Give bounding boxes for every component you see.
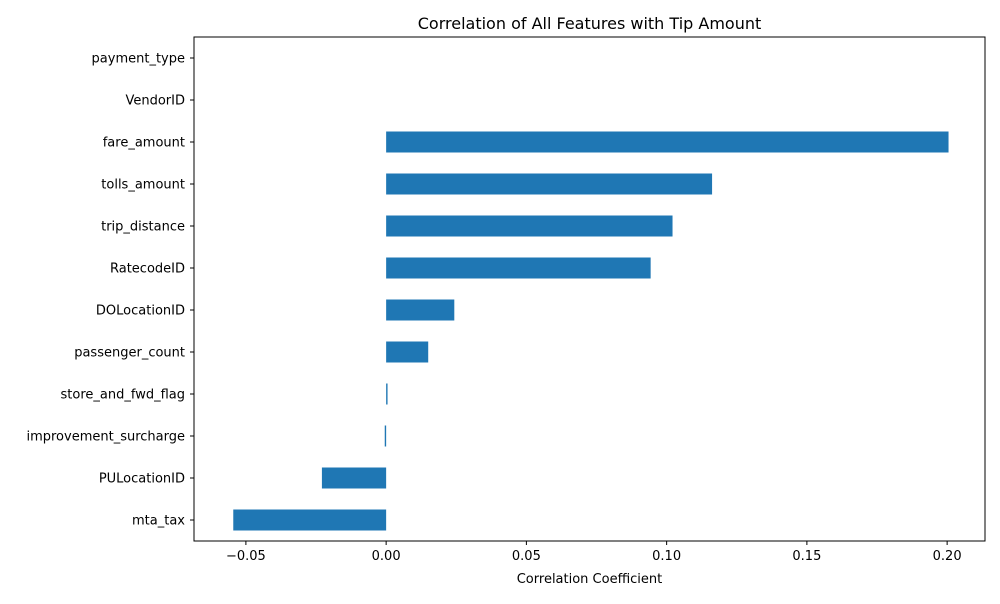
y-tick-label-improvement_surcharge: improvement_surcharge (26, 430, 185, 445)
y-tick-label-mta_tax: mta_tax (132, 514, 185, 529)
bar-store_and_fwd_flag (386, 383, 388, 405)
bar-mta_tax (233, 509, 387, 531)
y-tick-label-tolls_amount: tolls_amount (101, 178, 185, 193)
bar-improvement_surcharge (384, 425, 387, 447)
x-tick-label: −0.05 (226, 549, 266, 564)
y-tick-label-payment_type: payment_type (92, 52, 185, 67)
bar-tolls_amount (386, 173, 713, 195)
x-tick-label: 0.00 (372, 549, 401, 564)
y-tick-label-fare_amount: fare_amount (103, 136, 185, 151)
x-axis: −0.05 0.00 0.05 0.10 0.15 0.20 (226, 541, 962, 564)
plot-frame (193, 36, 986, 542)
x-tick-label: 0.05 (512, 549, 541, 564)
x-tick-label: 0.15 (792, 549, 821, 564)
bars-layer (233, 131, 949, 531)
y-tick-label-PULocationID: PULocationID (99, 472, 185, 487)
y-tick-label-RatecodeID: RatecodeID (110, 262, 185, 277)
chart-title: Correlation of All Features with Tip Amo… (418, 14, 762, 33)
bar-DOLocationID (386, 299, 455, 321)
bar-PULocationID (321, 467, 387, 489)
x-tick-label: 0.10 (652, 549, 681, 564)
x-tick-label: 0.20 (933, 549, 962, 564)
y-tick-label-VendorID: VendorID (125, 94, 185, 109)
bar-RatecodeID (386, 257, 651, 279)
y-tick-label-trip_distance: trip_distance (101, 220, 185, 235)
y-axis: payment_type VendorID fare_amount tolls_amo… (26, 52, 194, 529)
y-tick-label-store_and_fwd_flag: store_and_fwd_flag (61, 388, 185, 403)
y-tick-label-passenger_count: passenger_count (74, 346, 185, 361)
x-axis-label: Correlation Coefficient (517, 572, 663, 587)
y-tick-label-DOLocationID: DOLocationID (96, 304, 185, 319)
bar-passenger_count (386, 341, 429, 363)
bar-trip_distance (386, 215, 673, 237)
bar-fare_amount (386, 131, 949, 153)
